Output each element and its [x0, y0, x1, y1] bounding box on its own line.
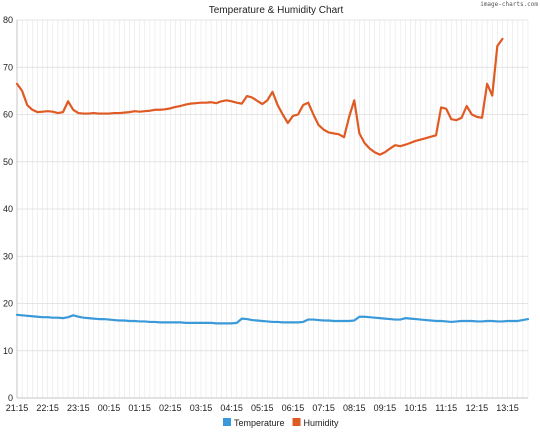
series-line-temperature — [15, 313, 530, 325]
x-tick-label: 02:15 — [159, 403, 182, 413]
x-tick-label: 01:15 — [128, 403, 151, 413]
legend-swatch-temperature — [223, 418, 231, 426]
y-tick-label: 70 — [3, 62, 13, 72]
x-tick-label: 06:15 — [282, 403, 305, 413]
y-tick-label: 10 — [3, 346, 13, 356]
x-tick-label: 23:15 — [67, 403, 90, 413]
watermark: image-charts.com — [480, 1, 538, 8]
y-tick-label: 20 — [3, 299, 13, 309]
y-tick-label: 60 — [3, 110, 13, 120]
x-tick-label: 22:15 — [36, 403, 59, 413]
x-tick-label: 08:15 — [343, 403, 366, 413]
x-tick-label: 04:15 — [220, 403, 243, 413]
legend-swatch-humidity — [292, 418, 301, 426]
x-tick-label: 10:15 — [404, 403, 427, 413]
y-tick-label: 50 — [3, 157, 13, 167]
series-line-humidity — [15, 37, 504, 156]
legend: Temperature Humidity — [223, 418, 339, 428]
y-tick-label: 40 — [3, 204, 13, 214]
legend-label-humidity: Humidity — [304, 418, 340, 428]
x-tick-label: 00:15 — [98, 403, 121, 413]
x-tick-label: 13:15 — [496, 403, 519, 413]
y-tick-label: 0 — [8, 393, 13, 403]
x-tick-label: 05:15 — [251, 403, 274, 413]
chart-title: Temperature & Humidity Chart — [209, 5, 344, 16]
grid — [16, 19, 529, 399]
x-tick-label: 03:15 — [190, 403, 213, 413]
series-lines — [15, 37, 530, 325]
axes: 0 10 20 30 40 50 60 70 80 21:15 22:15 23:15 00:15 01:… — [3, 15, 528, 413]
x-tick-label: 12:15 — [466, 403, 489, 413]
y-tick-label: 30 — [3, 251, 13, 261]
x-tick-label: 09:15 — [374, 403, 397, 413]
x-tick-label: 07:15 — [312, 403, 335, 413]
x-tick-label: 21:15 — [6, 403, 29, 413]
x-tick-label: 11:15 — [435, 403, 457, 413]
legend-label-temperature: Temperature — [234, 418, 285, 428]
y-tick-label: 80 — [3, 15, 13, 25]
